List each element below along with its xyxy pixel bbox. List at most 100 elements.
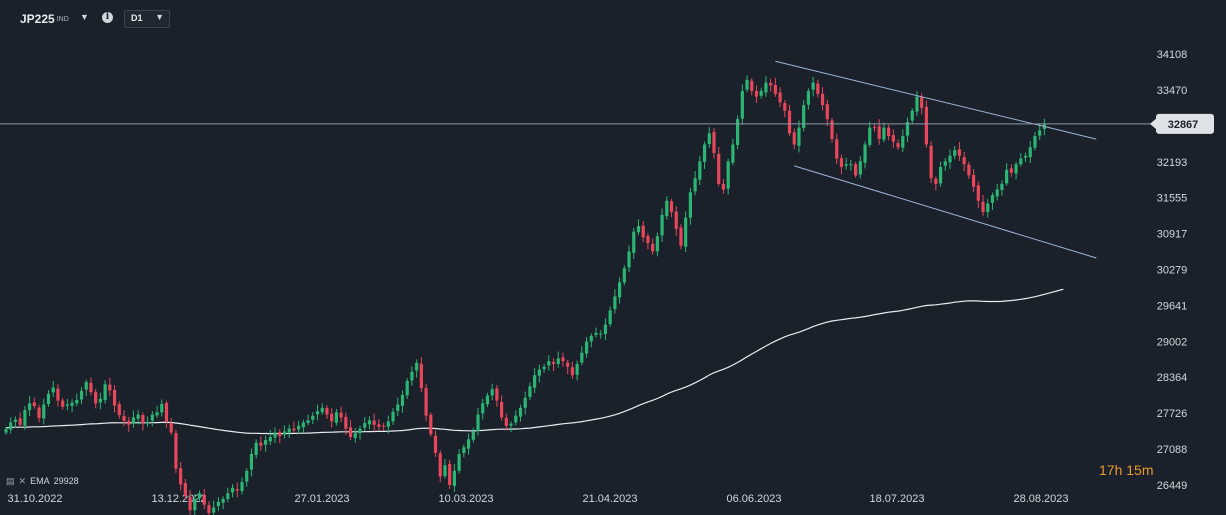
candle	[89, 377, 93, 396]
candle-body	[976, 185, 980, 201]
candle-body	[443, 465, 447, 477]
channel-upper-line[interactable]	[775, 60, 1097, 140]
candle	[391, 408, 395, 425]
candle	[443, 459, 447, 479]
close-icon[interactable]: ✕	[18, 476, 27, 486]
candle	[18, 412, 22, 428]
candle-body	[854, 164, 858, 176]
candle-body	[235, 489, 239, 491]
candle-body	[46, 393, 51, 405]
candle	[764, 76, 768, 97]
candle-body	[481, 403, 485, 414]
candle	[433, 430, 438, 457]
candle	[726, 158, 730, 195]
candle	[13, 416, 18, 428]
candle-body	[400, 394, 405, 406]
candle	[773, 77, 777, 97]
candle	[424, 383, 428, 422]
candle-body	[212, 507, 216, 513]
candle	[769, 78, 773, 92]
candle	[405, 378, 409, 400]
candle-body	[9, 422, 13, 430]
candle	[811, 76, 815, 97]
candle	[721, 179, 726, 194]
candle	[547, 355, 551, 371]
candle-body	[79, 390, 84, 400]
candle	[226, 487, 230, 503]
bar-countdown: 17h 15m	[1099, 462, 1154, 478]
candle-body	[990, 195, 995, 203]
candle	[594, 327, 598, 338]
ema-label: EMA	[30, 476, 50, 486]
settings-icon[interactable]: ▤	[6, 476, 15, 486]
symbol-label[interactable]: JP225 IND	[20, 12, 69, 26]
overlay-layer[interactable]: 32867	[0, 60, 1214, 259]
candle	[273, 427, 277, 444]
candle-body	[537, 369, 541, 376]
candle	[396, 397, 400, 417]
candle-body	[849, 164, 853, 166]
candle	[462, 444, 466, 458]
candle	[197, 490, 202, 501]
candle-body	[136, 414, 140, 419]
candle	[953, 146, 957, 160]
timeframe-select[interactable]: D1 ▼	[124, 10, 170, 28]
candle-body	[684, 217, 688, 247]
candle-body	[783, 103, 787, 111]
candle-body	[957, 149, 962, 156]
y-tick-label: 31555	[1157, 193, 1188, 205]
current-price-badge	[1156, 113, 1214, 134]
candle-body	[736, 119, 740, 145]
candle	[146, 416, 150, 427]
candle-body	[70, 402, 74, 406]
candle-body	[268, 437, 272, 442]
candle-body	[712, 131, 716, 153]
candle	[112, 384, 117, 413]
candle	[164, 400, 169, 428]
candle-body	[367, 420, 372, 425]
candle	[938, 161, 943, 187]
candle-body	[377, 424, 381, 427]
candle	[325, 405, 329, 419]
candle	[806, 88, 810, 110]
candle-body	[405, 380, 409, 396]
candle-body	[424, 388, 428, 416]
candle	[707, 127, 711, 148]
candle	[264, 435, 268, 452]
timeframe-value: D1	[131, 13, 143, 23]
candle-body	[830, 120, 834, 139]
candle	[636, 219, 641, 236]
info-icon[interactable]: i	[102, 12, 113, 23]
candle	[613, 289, 617, 314]
candle-body	[330, 413, 334, 422]
candle-body	[584, 341, 589, 354]
candle	[476, 407, 480, 436]
candle-body	[570, 367, 574, 376]
candle	[754, 85, 759, 103]
candle-body	[51, 387, 55, 393]
candle	[377, 419, 381, 431]
candle	[1028, 141, 1032, 164]
candle-body	[221, 499, 225, 503]
candle-body	[301, 422, 305, 428]
candle	[330, 408, 334, 428]
candle	[905, 117, 910, 142]
candle	[212, 500, 216, 515]
candle	[282, 425, 287, 439]
symbol-name: JP225	[20, 12, 55, 26]
candle-body	[858, 161, 862, 175]
candle	[188, 489, 192, 515]
countdown-hours-unit: h	[1114, 462, 1123, 478]
candle-body	[282, 431, 287, 435]
candle	[561, 352, 565, 367]
candle-body	[226, 493, 230, 500]
candle	[56, 383, 60, 407]
candle-body	[542, 366, 546, 370]
candle	[891, 129, 895, 148]
symbol-dropdown-icon[interactable]: ▼	[80, 12, 89, 22]
candle-body	[264, 439, 268, 445]
candle	[820, 87, 825, 111]
y-tick-label: 32193	[1157, 157, 1188, 169]
channel-lower-line[interactable]	[794, 165, 1097, 259]
